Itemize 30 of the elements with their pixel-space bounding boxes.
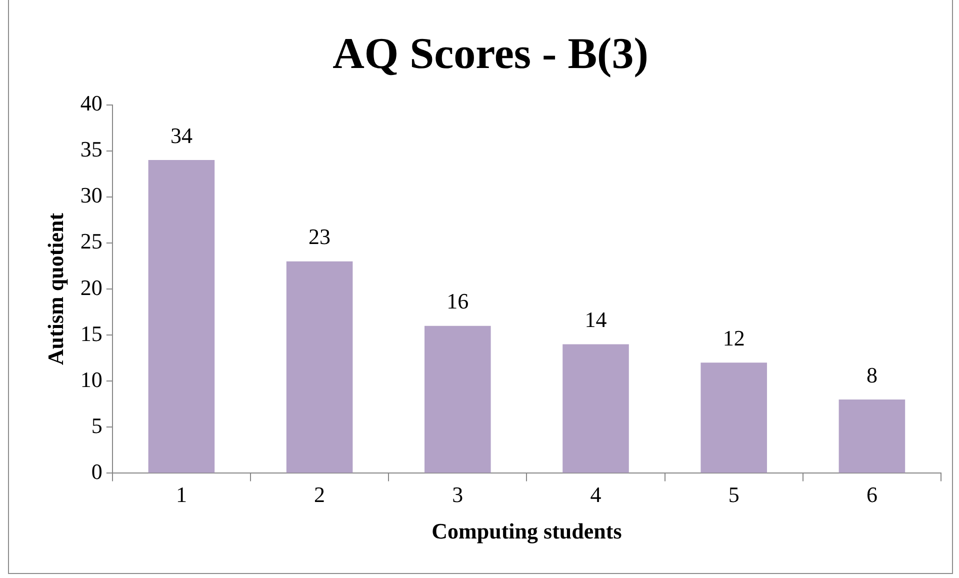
- data-label: 34: [170, 122, 192, 148]
- data-label: 14: [584, 307, 607, 332]
- chart-title: AQ Scores - B(3): [332, 28, 648, 78]
- y-tick-label: 20: [80, 274, 102, 300]
- data-label: 8: [866, 362, 878, 388]
- y-tick-label: 25: [80, 228, 102, 254]
- x-tick-label: 2: [314, 482, 326, 508]
- y-tick-label: 30: [80, 182, 102, 208]
- data-label: 16: [446, 288, 469, 314]
- y-axis-title: Autism quotient: [42, 212, 68, 366]
- x-tick-label: 5: [728, 482, 740, 508]
- y-tick-label: 5: [91, 412, 102, 438]
- x-tick-label: 3: [452, 482, 464, 508]
- y-tick-label: 40: [80, 90, 102, 116]
- data-label: 23: [308, 224, 331, 250]
- x-tick-label: 6: [866, 482, 878, 508]
- x-tick-label: 1: [176, 482, 187, 508]
- y-tick-label: 0: [91, 458, 102, 484]
- x-tick-label: 4: [590, 482, 602, 508]
- x-axis-title: Computing students: [432, 518, 622, 544]
- y-tick-label: 35: [80, 136, 102, 162]
- bar: [286, 261, 353, 473]
- bar: [562, 344, 629, 473]
- y-tick-label: 10: [80, 366, 102, 392]
- data-label: 12: [722, 325, 745, 350]
- y-tick-label: 15: [80, 320, 102, 346]
- bar: [700, 362, 767, 473]
- bar: [148, 160, 215, 473]
- bar: [424, 326, 491, 473]
- bar: [838, 400, 906, 473]
